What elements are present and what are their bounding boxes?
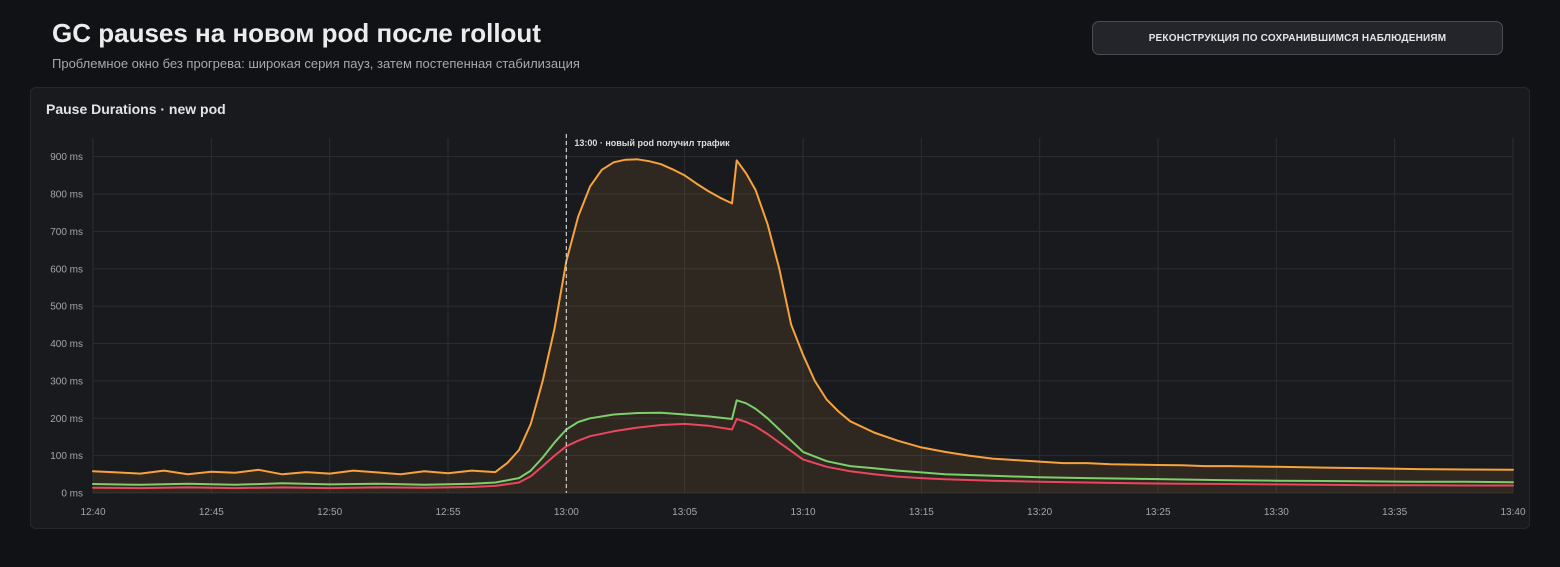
x-tick-label: 12:40 [80, 507, 105, 518]
series-line-2 [92, 418, 1514, 490]
reconstruction-badge-button[interactable]: РЕКОНСТРУКЦИЯ ПО СОХРАНИВШИМСЯ НАБЛЮДЕНИ… [1092, 21, 1503, 55]
page-subtitle: Проблемное окно без прогрева: широкая се… [52, 56, 580, 71]
series-line-1 [92, 399, 1514, 486]
y-tick-label: 300 ms [50, 376, 83, 387]
x-tick-label: 13:30 [1264, 507, 1289, 518]
y-tick-label: 800 ms [50, 190, 83, 201]
y-tick-label: 0 ms [61, 489, 83, 500]
x-tick-label: 13:00 [554, 507, 579, 518]
chart-panel: Pause Durations · new pod 0 ms 100 ms 200 … [30, 87, 1530, 529]
y-tick-label: 700 ms [50, 227, 83, 238]
x-tick-label: 13:05 [672, 507, 697, 518]
x-tick-label: 13:10 [790, 507, 815, 518]
x-tick-label: 13:35 [1382, 507, 1407, 518]
y-tick-label: 500 ms [50, 302, 83, 313]
y-tick-label: 900 ms [50, 152, 83, 163]
x-tick-label: 12:55 [435, 507, 460, 518]
x-tick-label: 12:50 [317, 507, 342, 518]
x-tick-label: 13:40 [1500, 507, 1525, 518]
x-tick-label: 13:20 [1027, 507, 1052, 518]
pause-durations-chart: 0 ms 100 ms 200 ms 300 ms 400 ms 500 ms 600 ms… [50, 134, 1526, 518]
y-tick-label: 200 ms [50, 414, 83, 425]
y-tick-label: 100 ms [50, 451, 83, 462]
y-tick-label: 600 ms [50, 264, 83, 275]
panel-title: Pause Durations · new pod [46, 101, 226, 117]
series-area-0 [93, 159, 1513, 494]
series-line-0 [92, 158, 1514, 476]
page-title: GC pauses на новом pod после rollout [52, 18, 541, 48]
y-tick-label: 400 ms [50, 339, 83, 350]
annotation-label: 13:00 · новый pod получил трафик [574, 138, 730, 148]
x-tick-label: 12:45 [199, 507, 224, 518]
x-tick-label: 13:15 [909, 507, 934, 518]
x-tick-label: 13:25 [1145, 507, 1170, 518]
